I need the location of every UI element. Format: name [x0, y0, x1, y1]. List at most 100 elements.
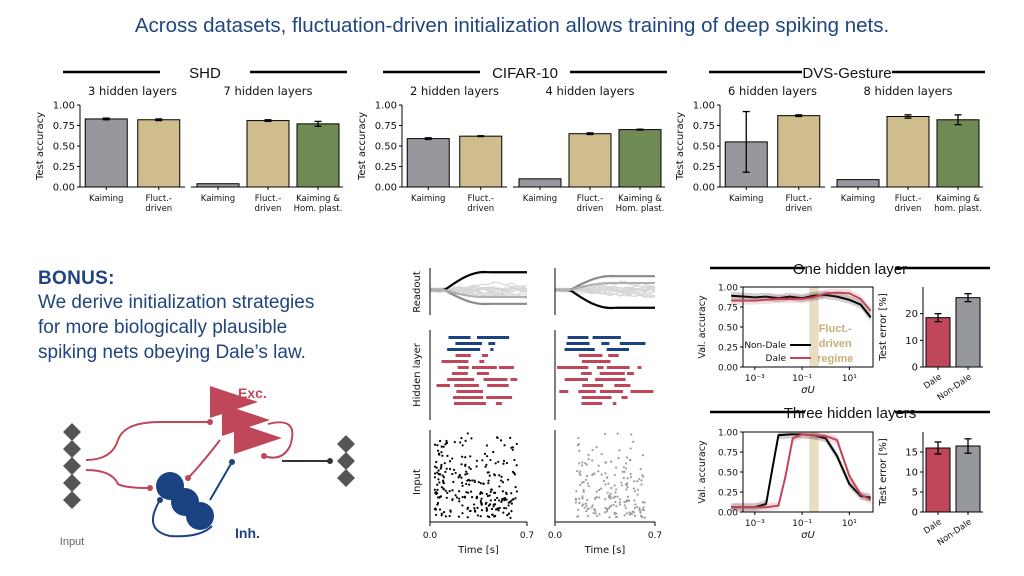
input-spike — [495, 436, 499, 439]
input-spike — [586, 499, 589, 502]
hidden-spikes — [456, 390, 484, 393]
hidden-spikes — [498, 366, 514, 369]
inh-neuron — [186, 502, 214, 530]
x-tick-label: Fluct.- — [577, 194, 603, 204]
x-tick-label: Kaiming & — [296, 194, 340, 204]
section-title-one-layer: One hidden layer — [793, 261, 907, 278]
input-spike — [593, 508, 596, 511]
input-spike — [434, 507, 437, 510]
input-spike — [604, 432, 607, 436]
input-spike — [643, 501, 646, 504]
x-tick-label: Fluct.- — [895, 194, 921, 204]
synapse-dot — [207, 419, 213, 425]
input-spike — [615, 512, 618, 515]
input-spike — [641, 474, 644, 477]
input-spike — [510, 499, 513, 503]
input-spike — [437, 469, 440, 472]
x-tick-label: driven — [785, 204, 812, 214]
regime-label: Fluct.- — [819, 323, 852, 335]
input-spike — [623, 470, 626, 473]
y-tick-label: 1.00 — [53, 101, 75, 112]
input-spike — [500, 475, 503, 478]
input-spike — [487, 482, 490, 485]
y-tick-label: 0.50 — [53, 142, 75, 153]
raster-tick-label: 0.0 — [548, 531, 563, 541]
bar — [246, 120, 290, 188]
bar — [137, 119, 181, 188]
input-spike — [579, 473, 582, 477]
y-tick-label: 0.00 — [53, 183, 75, 194]
input-spike — [505, 491, 508, 494]
input-spike — [458, 497, 461, 500]
input-spike — [458, 500, 461, 503]
x-tick-label: Kaiming — [729, 194, 763, 204]
input-spike — [615, 505, 618, 508]
y-axis-label: Test accuracy — [35, 112, 46, 181]
input-spike — [625, 467, 628, 470]
input-spike — [604, 498, 607, 501]
hidden-spikes — [626, 372, 634, 375]
input-spike — [451, 457, 454, 460]
input-spike — [619, 503, 622, 506]
bonus-title: BONUS: — [38, 268, 115, 289]
input-spike — [444, 470, 447, 473]
input-spike — [612, 503, 615, 507]
input-spike — [636, 493, 639, 496]
y-tick-label: 20 — [905, 309, 918, 320]
plot-frame — [742, 431, 874, 513]
x-tick-label: 10¹ — [842, 519, 857, 529]
panel-title: 8 hidden layers — [864, 84, 953, 98]
inh-to-exc — [209, 461, 233, 501]
input-spike — [618, 498, 622, 501]
panel-title: 4 hidden layers — [546, 84, 635, 98]
input-spike — [509, 516, 512, 520]
input-spike — [492, 450, 495, 454]
input-spike — [466, 516, 469, 519]
input-spike — [604, 483, 607, 486]
y-axis-label: Val. accuracy — [697, 440, 708, 504]
y-tick-label: 0.00 — [375, 183, 397, 194]
input-spike — [625, 488, 628, 491]
hidden-spikes — [637, 366, 642, 369]
synapse-dot — [147, 485, 153, 491]
regime-band — [809, 432, 819, 512]
input-spike — [440, 512, 443, 515]
x-tick-label: Kaiming — [523, 194, 557, 204]
input-spike — [598, 513, 601, 516]
input-spike — [625, 499, 628, 502]
input-spike — [506, 514, 509, 517]
input-spike — [591, 448, 594, 452]
input-spike — [605, 476, 609, 479]
input-spike — [639, 511, 642, 514]
x-tick-label: Kaiming & — [936, 194, 980, 204]
input-spike — [578, 497, 581, 500]
bonus-line: We derive initialization strategies — [38, 292, 315, 313]
input-spike — [590, 506, 593, 509]
input-spike — [609, 492, 612, 495]
x-tick-label: Non-Dale — [936, 372, 974, 403]
input-spike — [638, 506, 641, 510]
input-spike — [579, 470, 582, 473]
input-spike — [580, 481, 584, 484]
input-spike — [488, 503, 492, 506]
input-spike — [503, 444, 506, 447]
input-spike — [481, 459, 484, 462]
raster-row-label: Readout — [412, 271, 423, 313]
input-spike — [593, 472, 596, 475]
input-spike — [458, 474, 461, 478]
input-spike — [510, 492, 513, 495]
y-tick-label: 10 — [905, 468, 918, 479]
input-spike — [623, 514, 626, 517]
input-spike — [639, 467, 642, 471]
input-spike — [479, 515, 482, 518]
input-spike — [500, 500, 503, 503]
input-node — [63, 491, 81, 509]
series-line-dale — [731, 433, 872, 509]
y-tick-label: 0 — [912, 363, 918, 374]
y-tick-label: 0.75 — [693, 121, 715, 132]
input-spike — [628, 458, 632, 461]
input-spike — [610, 486, 613, 490]
x-tick-label: 10⁻³ — [745, 519, 765, 529]
synapse-dot — [327, 458, 333, 464]
hidden-spikes — [476, 336, 510, 339]
